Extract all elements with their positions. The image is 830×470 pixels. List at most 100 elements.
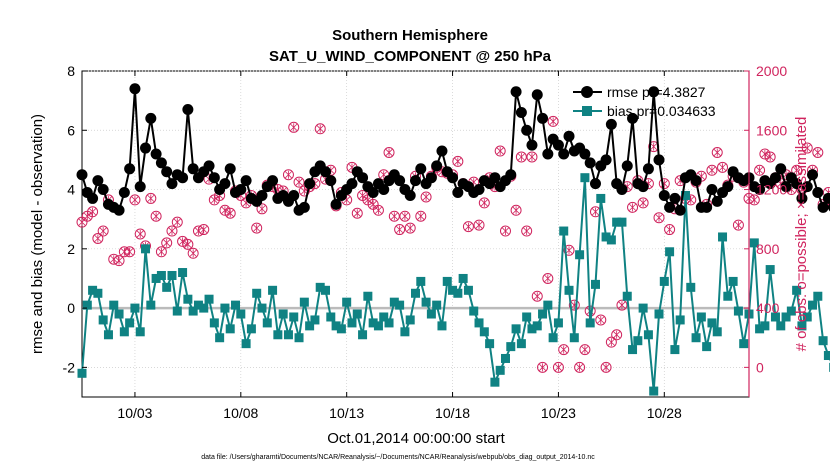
bias-point — [680, 190, 690, 200]
bias-point — [485, 339, 495, 349]
obs-point — [801, 142, 813, 154]
bias-point — [813, 291, 823, 301]
obs-point — [664, 224, 676, 236]
obs-point — [256, 203, 268, 215]
bias-point — [760, 321, 770, 331]
y-right-tick-label: 400 — [756, 300, 780, 316]
obs-point — [282, 169, 294, 181]
rmse-point — [357, 172, 369, 184]
bias-point — [495, 365, 505, 375]
bias-point — [675, 315, 685, 325]
bias-point — [718, 232, 728, 242]
obs-point — [293, 176, 305, 188]
obs-point — [611, 329, 623, 341]
obs-point — [452, 155, 464, 167]
bias-point — [707, 318, 717, 328]
bias-point — [199, 303, 209, 313]
bias-point — [172, 306, 182, 316]
bias-point — [622, 291, 632, 301]
obs-point — [182, 238, 194, 250]
bias-point — [125, 318, 135, 328]
bias-point — [500, 353, 510, 363]
bias-point — [321, 285, 331, 295]
y-left-axis-ticks: -2 0 2 4 6 8 — [63, 63, 87, 375]
rmse-point — [706, 184, 718, 196]
obs-point — [711, 147, 723, 158]
rmse-point — [87, 192, 99, 204]
obs-point — [547, 115, 559, 127]
rmse-point — [563, 130, 575, 142]
rmse-point — [452, 187, 464, 199]
rmse-point — [256, 189, 268, 201]
bias-point — [114, 309, 124, 319]
rmse-point — [690, 175, 702, 187]
rmse-point — [145, 112, 157, 124]
rmse-point — [404, 189, 416, 201]
y-left-tick-label: 6 — [67, 122, 75, 138]
bias-point — [659, 276, 669, 286]
bias-point — [569, 333, 579, 343]
bias-point — [792, 285, 802, 295]
plot-area — [76, 70, 830, 398]
bias-point — [178, 268, 188, 278]
bias-point — [373, 321, 383, 331]
y-left-axis-label: rmse and bias (model - observation) — [29, 114, 46, 354]
obs-point — [124, 246, 136, 258]
bias-point — [649, 386, 659, 396]
legend: rmse pr=4.3827 bias pr=0.034633 — [573, 84, 716, 119]
rmse-point — [812, 187, 824, 199]
obs-point — [155, 246, 167, 258]
rmse-point — [367, 187, 379, 199]
bias-point — [252, 288, 262, 298]
bias-point — [368, 318, 378, 328]
rmse-point — [600, 154, 612, 166]
y-right-axis-ticks: 0 400 800 1200 1600 2000 — [744, 63, 787, 397]
bias-point — [109, 300, 119, 310]
bias-point — [749, 238, 759, 248]
x-tick-label: 10/23 — [541, 405, 576, 421]
bias-point — [262, 318, 272, 328]
rmse-point — [621, 160, 633, 172]
obs-point — [531, 290, 543, 302]
bias-point — [379, 312, 389, 322]
bias-point — [463, 285, 473, 295]
rmse-point — [711, 195, 723, 207]
obs-point — [563, 244, 575, 256]
y-right-tick-label: 0 — [756, 359, 764, 375]
rmse-point — [177, 172, 189, 184]
bias-point — [776, 321, 786, 331]
bias-point — [628, 345, 638, 355]
obs-point — [717, 161, 729, 173]
bias-point — [633, 336, 643, 346]
rmse-point — [648, 86, 660, 98]
rmse-point — [113, 204, 125, 216]
obs-point — [706, 164, 718, 176]
rmse-point — [796, 192, 808, 204]
x-tick-label: 10/28 — [647, 405, 682, 421]
bias-point — [347, 318, 357, 328]
obs-point — [537, 361, 549, 373]
bias-point — [665, 247, 675, 257]
obs-point — [616, 299, 628, 311]
obs-point — [97, 225, 109, 237]
obs-point — [521, 225, 533, 237]
y-left-tick-label: -2 — [63, 359, 76, 375]
rmse-point — [346, 178, 358, 190]
rmse-point — [653, 154, 665, 166]
bias-point — [98, 315, 108, 325]
bias-point — [310, 315, 320, 325]
bias-point — [77, 368, 87, 378]
obs-point — [732, 219, 744, 231]
obs-point — [224, 207, 236, 219]
rmse-point — [235, 184, 247, 196]
obs-point — [791, 164, 803, 176]
rmse-point — [182, 104, 194, 116]
obs-point — [388, 210, 400, 222]
x-tick-label: 10/13 — [329, 405, 364, 421]
y-right-tick-label: 2000 — [756, 63, 787, 79]
bias-point — [294, 333, 304, 343]
bias-point — [231, 300, 241, 310]
obs-point — [399, 210, 411, 222]
legend-bias-label: bias pr=0.034633 — [607, 103, 716, 119]
obs-point — [542, 272, 554, 284]
